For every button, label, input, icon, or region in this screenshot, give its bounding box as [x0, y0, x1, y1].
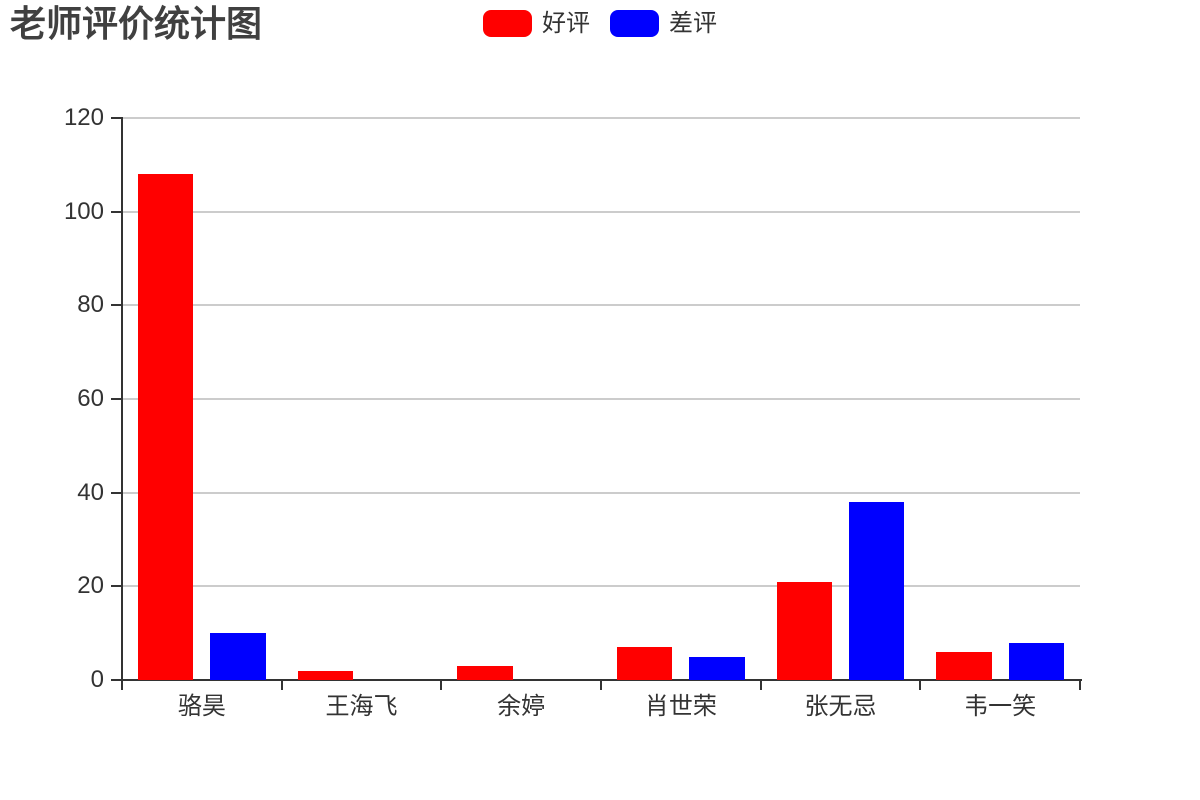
- x-tick-0: [121, 681, 123, 690]
- gridline-100: [122, 210, 1080, 213]
- y-tick-40: [111, 491, 121, 494]
- bar-差评-4: [848, 502, 905, 680]
- x-tick-5: [919, 681, 922, 690]
- y-tick-60: [111, 398, 121, 400]
- legend-label-1: 差评: [669, 10, 717, 37]
- gridline-80: [122, 304, 1080, 307]
- x-tick-2: [440, 681, 443, 690]
- y-tick-label-40: 40: [77, 478, 104, 506]
- x-category-label-2: 余婷: [497, 693, 546, 720]
- legend-swatch-0: [483, 10, 532, 37]
- bar-差评-0: [210, 633, 266, 680]
- y-tick-80: [111, 304, 121, 307]
- x-tick-3: [600, 681, 602, 690]
- y-tick-100: [111, 210, 121, 213]
- y-tick-label-100: 100: [63, 197, 104, 225]
- legend: 好评 差评: [483, 10, 717, 37]
- bar-好评-3: [616, 647, 673, 680]
- y-tick-20: [111, 585, 121, 588]
- x-axis-line: [121, 679, 1082, 681]
- gridline-60: [122, 398, 1080, 400]
- x-category-label-4: 张无忌: [804, 693, 877, 720]
- y-tick-label-120: 120: [63, 104, 104, 131]
- legend-swatch-1: [610, 10, 659, 37]
- x-category-label-3: 肖世荣: [644, 693, 717, 720]
- y-tick-0: [111, 679, 121, 681]
- bar-好评-4: [776, 581, 833, 680]
- y-tick-120: [111, 117, 121, 119]
- legend-item-1[interactable]: 差评: [610, 10, 717, 37]
- gridline-40: [122, 491, 1080, 494]
- bar-好评-2: [457, 665, 513, 680]
- y-tick-label-80: 80: [77, 291, 104, 319]
- x-tick-1: [280, 681, 283, 690]
- x-tick-6: [1079, 681, 1081, 690]
- x-category-label-1: 王海飞: [325, 693, 398, 720]
- bar-好评-1: [297, 670, 354, 680]
- legend-item-0[interactable]: 好评: [483, 10, 590, 37]
- y-tick-label-0: 0: [90, 666, 104, 693]
- x-tick-4: [759, 681, 762, 690]
- bar-好评-5: [936, 651, 992, 680]
- gridline-20: [122, 585, 1080, 588]
- bar-好评-0: [137, 174, 194, 680]
- bar-差评-3: [689, 656, 745, 680]
- gridline-120: [122, 117, 1080, 119]
- x-category-label-5: 韦一笑: [964, 693, 1037, 720]
- x-category-label-0: 骆昊: [177, 693, 226, 720]
- y-tick-label-20: 20: [77, 572, 104, 600]
- legend-label-0: 好评: [542, 10, 590, 37]
- y-tick-label-60: 60: [77, 385, 104, 412]
- bar-差评-5: [1008, 642, 1065, 680]
- chart-title: 老师评价统计图: [10, 3, 263, 44]
- y-axis-line: [121, 117, 123, 681]
